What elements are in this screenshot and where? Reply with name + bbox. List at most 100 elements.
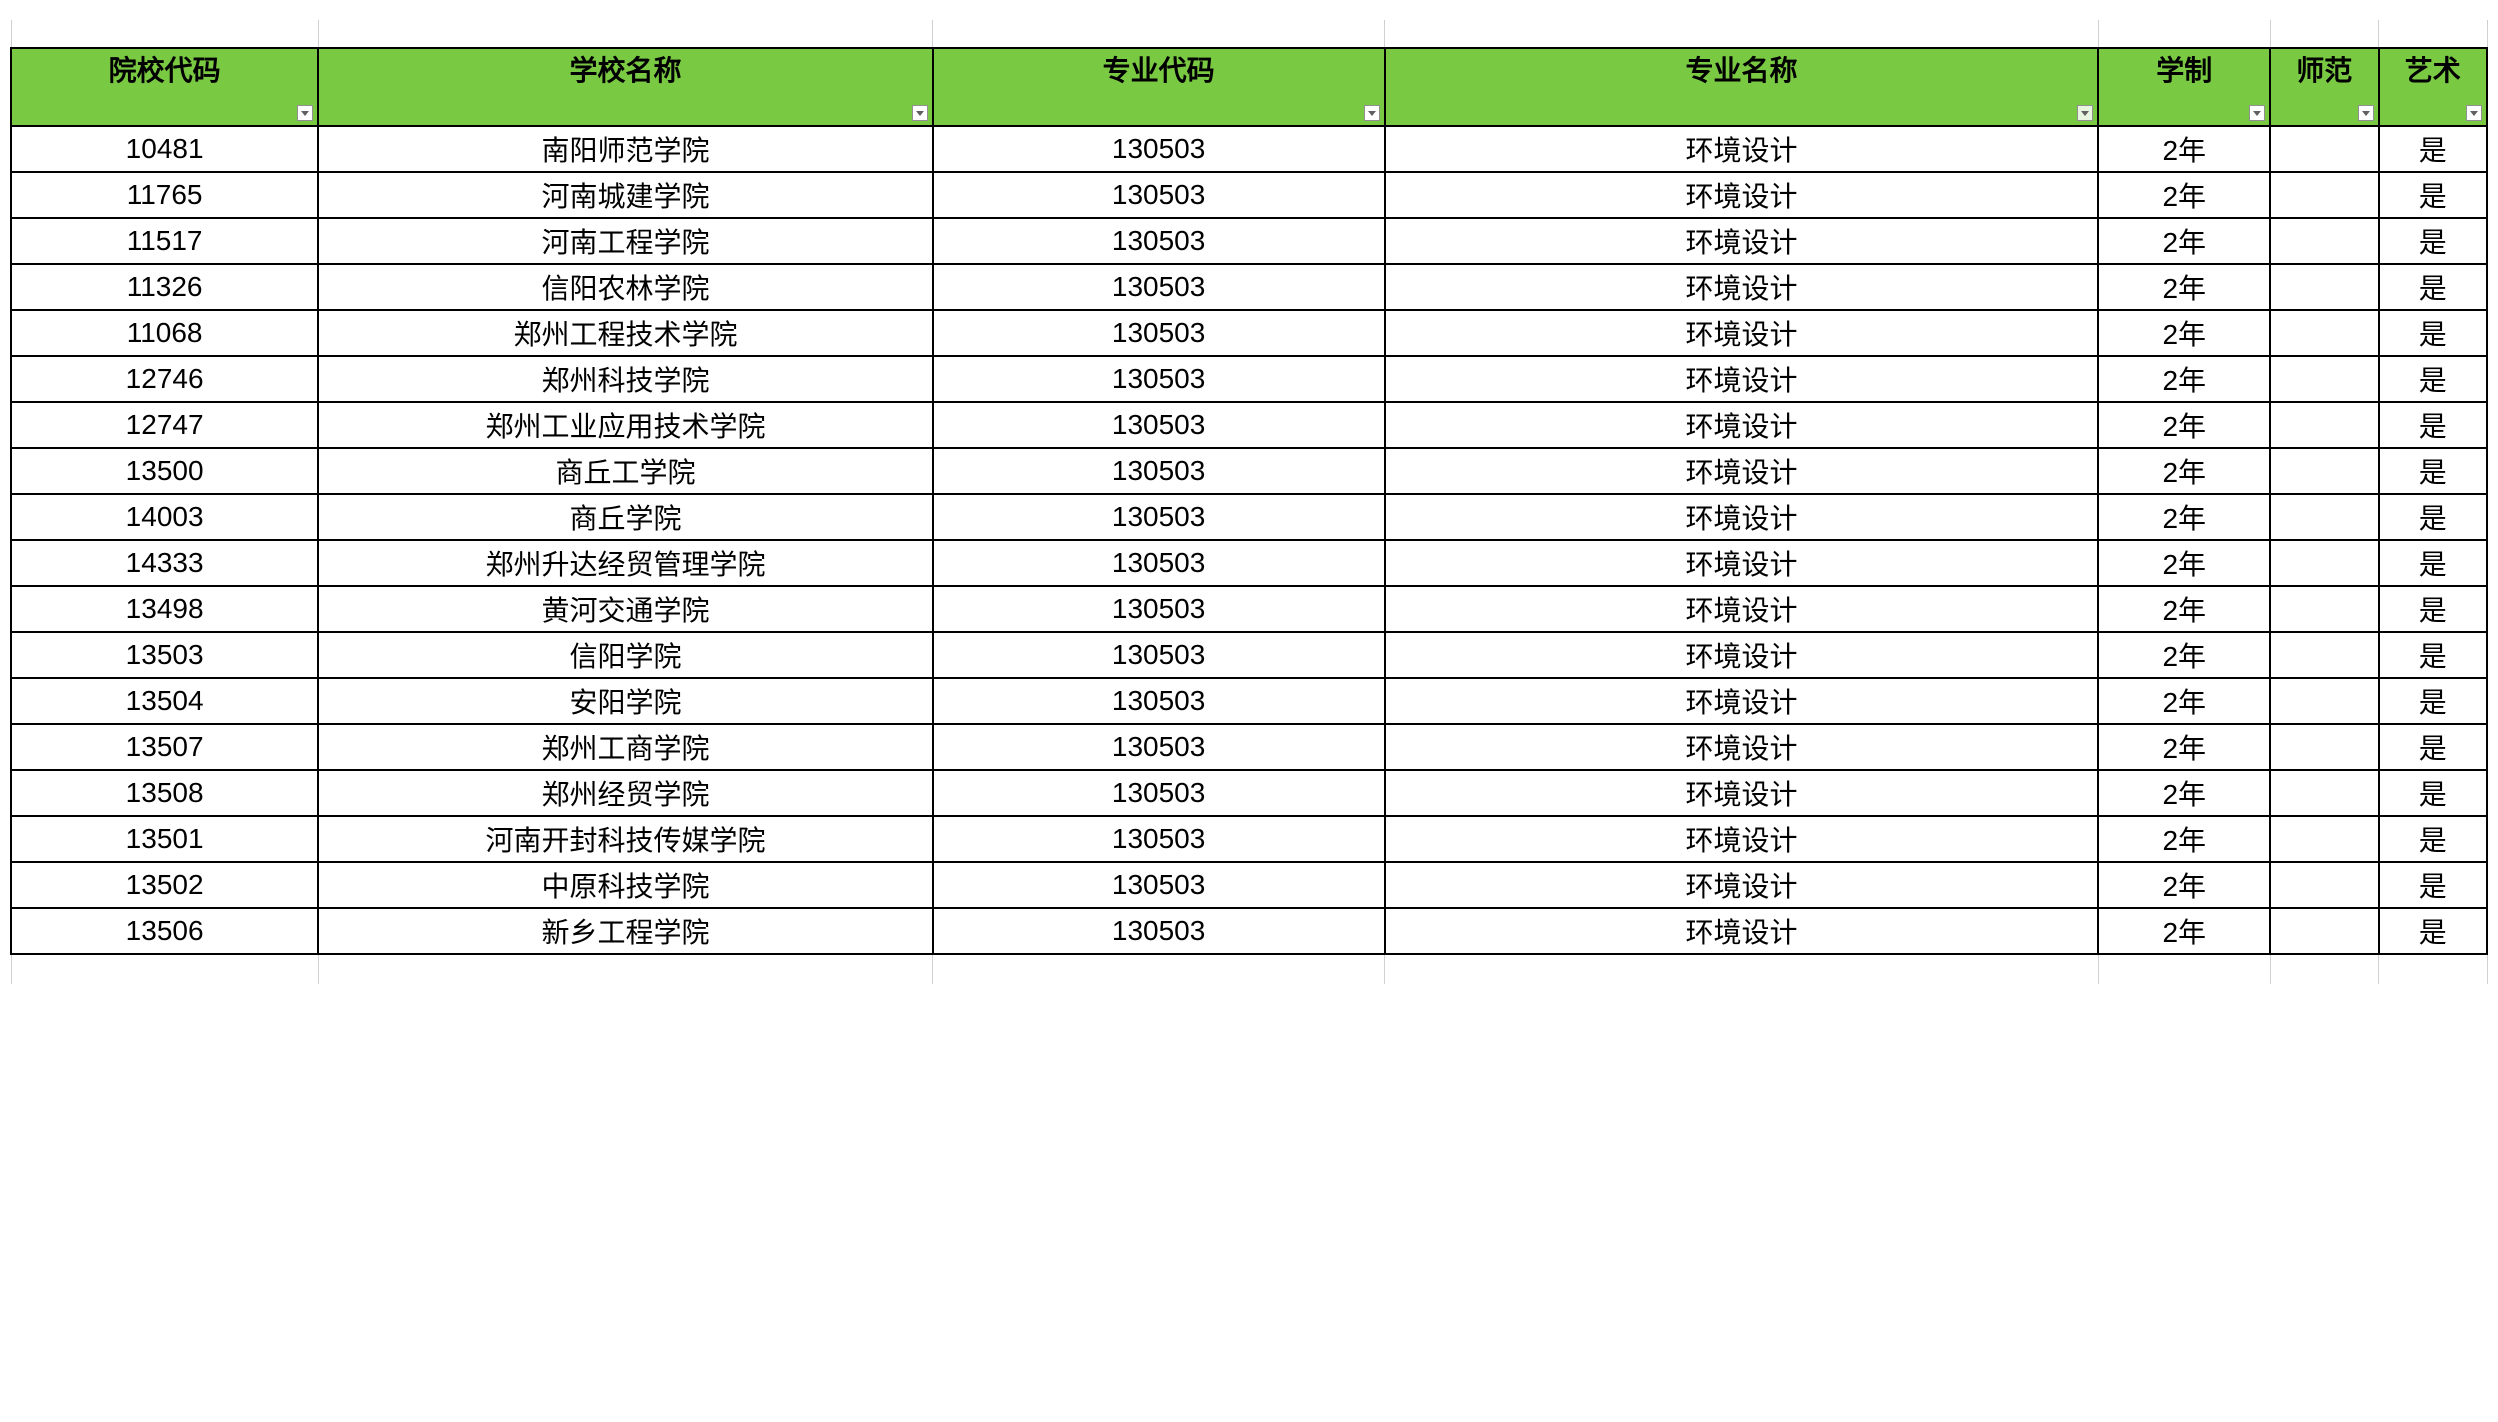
cell[interactable]: 是 bbox=[2379, 264, 2487, 310]
cell[interactable]: 2年 bbox=[2098, 586, 2270, 632]
cell[interactable] bbox=[2270, 862, 2378, 908]
cell[interactable]: 河南城建学院 bbox=[318, 172, 932, 218]
cell[interactable]: 130503 bbox=[933, 816, 1385, 862]
cell[interactable]: 130503 bbox=[933, 540, 1385, 586]
cell[interactable]: 14003 bbox=[11, 494, 318, 540]
cell[interactable]: 130503 bbox=[933, 862, 1385, 908]
table-row[interactable]: 14333郑州升达经贸管理学院130503环境设计2年是 bbox=[11, 540, 2487, 586]
col-school-code[interactable]: 院校代码 bbox=[11, 48, 318, 126]
cell[interactable]: 2年 bbox=[2098, 908, 2270, 954]
cell[interactable]: 130503 bbox=[933, 126, 1385, 172]
cell[interactable]: 环境设计 bbox=[1385, 264, 2099, 310]
cell[interactable] bbox=[2270, 126, 2378, 172]
cell[interactable]: 11765 bbox=[11, 172, 318, 218]
cell[interactable] bbox=[2270, 770, 2378, 816]
cell[interactable]: 环境设计 bbox=[1385, 218, 2099, 264]
cell[interactable]: 130503 bbox=[933, 356, 1385, 402]
cell[interactable] bbox=[2270, 586, 2378, 632]
table-row[interactable]: 12746郑州科技学院130503环境设计2年是 bbox=[11, 356, 2487, 402]
cell[interactable]: 环境设计 bbox=[1385, 126, 2099, 172]
cell[interactable]: 河南开封科技传媒学院 bbox=[318, 816, 932, 862]
cell[interactable]: 13501 bbox=[11, 816, 318, 862]
filter-icon[interactable] bbox=[2358, 105, 2374, 121]
cell[interactable]: 是 bbox=[2379, 816, 2487, 862]
cell[interactable]: 2年 bbox=[2098, 310, 2270, 356]
cell[interactable]: 是 bbox=[2379, 724, 2487, 770]
cell[interactable]: 环境设计 bbox=[1385, 678, 2099, 724]
cell[interactable]: 11326 bbox=[11, 264, 318, 310]
cell[interactable]: 郑州工业应用技术学院 bbox=[318, 402, 932, 448]
cell[interactable]: 12747 bbox=[11, 402, 318, 448]
cell[interactable]: 郑州经贸学院 bbox=[318, 770, 932, 816]
filter-icon[interactable] bbox=[1364, 105, 1380, 121]
cell[interactable] bbox=[2270, 632, 2378, 678]
cell[interactable]: 13503 bbox=[11, 632, 318, 678]
cell[interactable]: 河南工程学院 bbox=[318, 218, 932, 264]
cell[interactable]: 130503 bbox=[933, 632, 1385, 678]
cell[interactable]: 130503 bbox=[933, 402, 1385, 448]
cell[interactable]: 郑州工程技术学院 bbox=[318, 310, 932, 356]
cell[interactable]: 130503 bbox=[933, 724, 1385, 770]
cell[interactable]: 130503 bbox=[933, 310, 1385, 356]
cell[interactable]: 郑州科技学院 bbox=[318, 356, 932, 402]
cell[interactable]: 信阳农林学院 bbox=[318, 264, 932, 310]
cell[interactable]: 南阳师范学院 bbox=[318, 126, 932, 172]
cell[interactable]: 新乡工程学院 bbox=[318, 908, 932, 954]
cell[interactable]: 郑州工商学院 bbox=[318, 724, 932, 770]
cell[interactable] bbox=[2270, 540, 2378, 586]
table-row[interactable]: 13502中原科技学院130503环境设计2年是 bbox=[11, 862, 2487, 908]
cell[interactable]: 130503 bbox=[933, 586, 1385, 632]
table-row[interactable]: 13506新乡工程学院130503环境设计2年是 bbox=[11, 908, 2487, 954]
col-major-code[interactable]: 专业代码 bbox=[933, 48, 1385, 126]
cell[interactable]: 环境设计 bbox=[1385, 724, 2099, 770]
col-major-name[interactable]: 专业名称 bbox=[1385, 48, 2099, 126]
cell[interactable]: 环境设计 bbox=[1385, 540, 2099, 586]
cell[interactable]: 环境设计 bbox=[1385, 310, 2099, 356]
cell[interactable] bbox=[2270, 402, 2378, 448]
cell[interactable]: 是 bbox=[2379, 770, 2487, 816]
cell[interactable]: 130503 bbox=[933, 678, 1385, 724]
cell[interactable]: 130503 bbox=[933, 448, 1385, 494]
cell[interactable]: 11517 bbox=[11, 218, 318, 264]
cell[interactable]: 2年 bbox=[2098, 494, 2270, 540]
cell[interactable] bbox=[2270, 264, 2378, 310]
table-row[interactable]: 14003商丘学院130503环境设计2年是 bbox=[11, 494, 2487, 540]
table-row[interactable]: 13504安阳学院130503环境设计2年是 bbox=[11, 678, 2487, 724]
cell[interactable]: 是 bbox=[2379, 862, 2487, 908]
cell[interactable]: 环境设计 bbox=[1385, 816, 2099, 862]
cell[interactable]: 11068 bbox=[11, 310, 318, 356]
cell[interactable]: 环境设计 bbox=[1385, 356, 2099, 402]
cell[interactable]: 环境设计 bbox=[1385, 586, 2099, 632]
cell[interactable]: 2年 bbox=[2098, 218, 2270, 264]
cell[interactable]: 中原科技学院 bbox=[318, 862, 932, 908]
cell[interactable] bbox=[2270, 310, 2378, 356]
cell[interactable]: 13508 bbox=[11, 770, 318, 816]
cell[interactable]: 是 bbox=[2379, 402, 2487, 448]
filter-icon[interactable] bbox=[2249, 105, 2265, 121]
table-row[interactable]: 11068郑州工程技术学院130503环境设计2年是 bbox=[11, 310, 2487, 356]
col-duration[interactable]: 学制 bbox=[2098, 48, 2270, 126]
cell[interactable]: 130503 bbox=[933, 908, 1385, 954]
cell[interactable] bbox=[2270, 356, 2378, 402]
cell[interactable]: 2年 bbox=[2098, 632, 2270, 678]
cell[interactable]: 是 bbox=[2379, 632, 2487, 678]
cell[interactable]: 郑州升达经贸管理学院 bbox=[318, 540, 932, 586]
table-row[interactable]: 13498黄河交通学院130503环境设计2年是 bbox=[11, 586, 2487, 632]
cell[interactable]: 是 bbox=[2379, 218, 2487, 264]
cell[interactable] bbox=[2270, 724, 2378, 770]
cell[interactable] bbox=[2270, 908, 2378, 954]
table-row[interactable]: 11517河南工程学院130503环境设计2年是 bbox=[11, 218, 2487, 264]
cell[interactable]: 130503 bbox=[933, 172, 1385, 218]
cell[interactable]: 130503 bbox=[933, 770, 1385, 816]
cell[interactable]: 12746 bbox=[11, 356, 318, 402]
col-normal[interactable]: 师范 bbox=[2270, 48, 2378, 126]
cell[interactable]: 信阳学院 bbox=[318, 632, 932, 678]
cell[interactable]: 130503 bbox=[933, 264, 1385, 310]
cell[interactable]: 2年 bbox=[2098, 172, 2270, 218]
cell[interactable] bbox=[2270, 172, 2378, 218]
cell[interactable]: 环境设计 bbox=[1385, 632, 2099, 678]
table-row[interactable]: 12747郑州工业应用技术学院130503环境设计2年是 bbox=[11, 402, 2487, 448]
table-row[interactable]: 13501河南开封科技传媒学院130503环境设计2年是 bbox=[11, 816, 2487, 862]
cell[interactable]: 环境设计 bbox=[1385, 908, 2099, 954]
table-row[interactable]: 11765河南城建学院130503环境设计2年是 bbox=[11, 172, 2487, 218]
